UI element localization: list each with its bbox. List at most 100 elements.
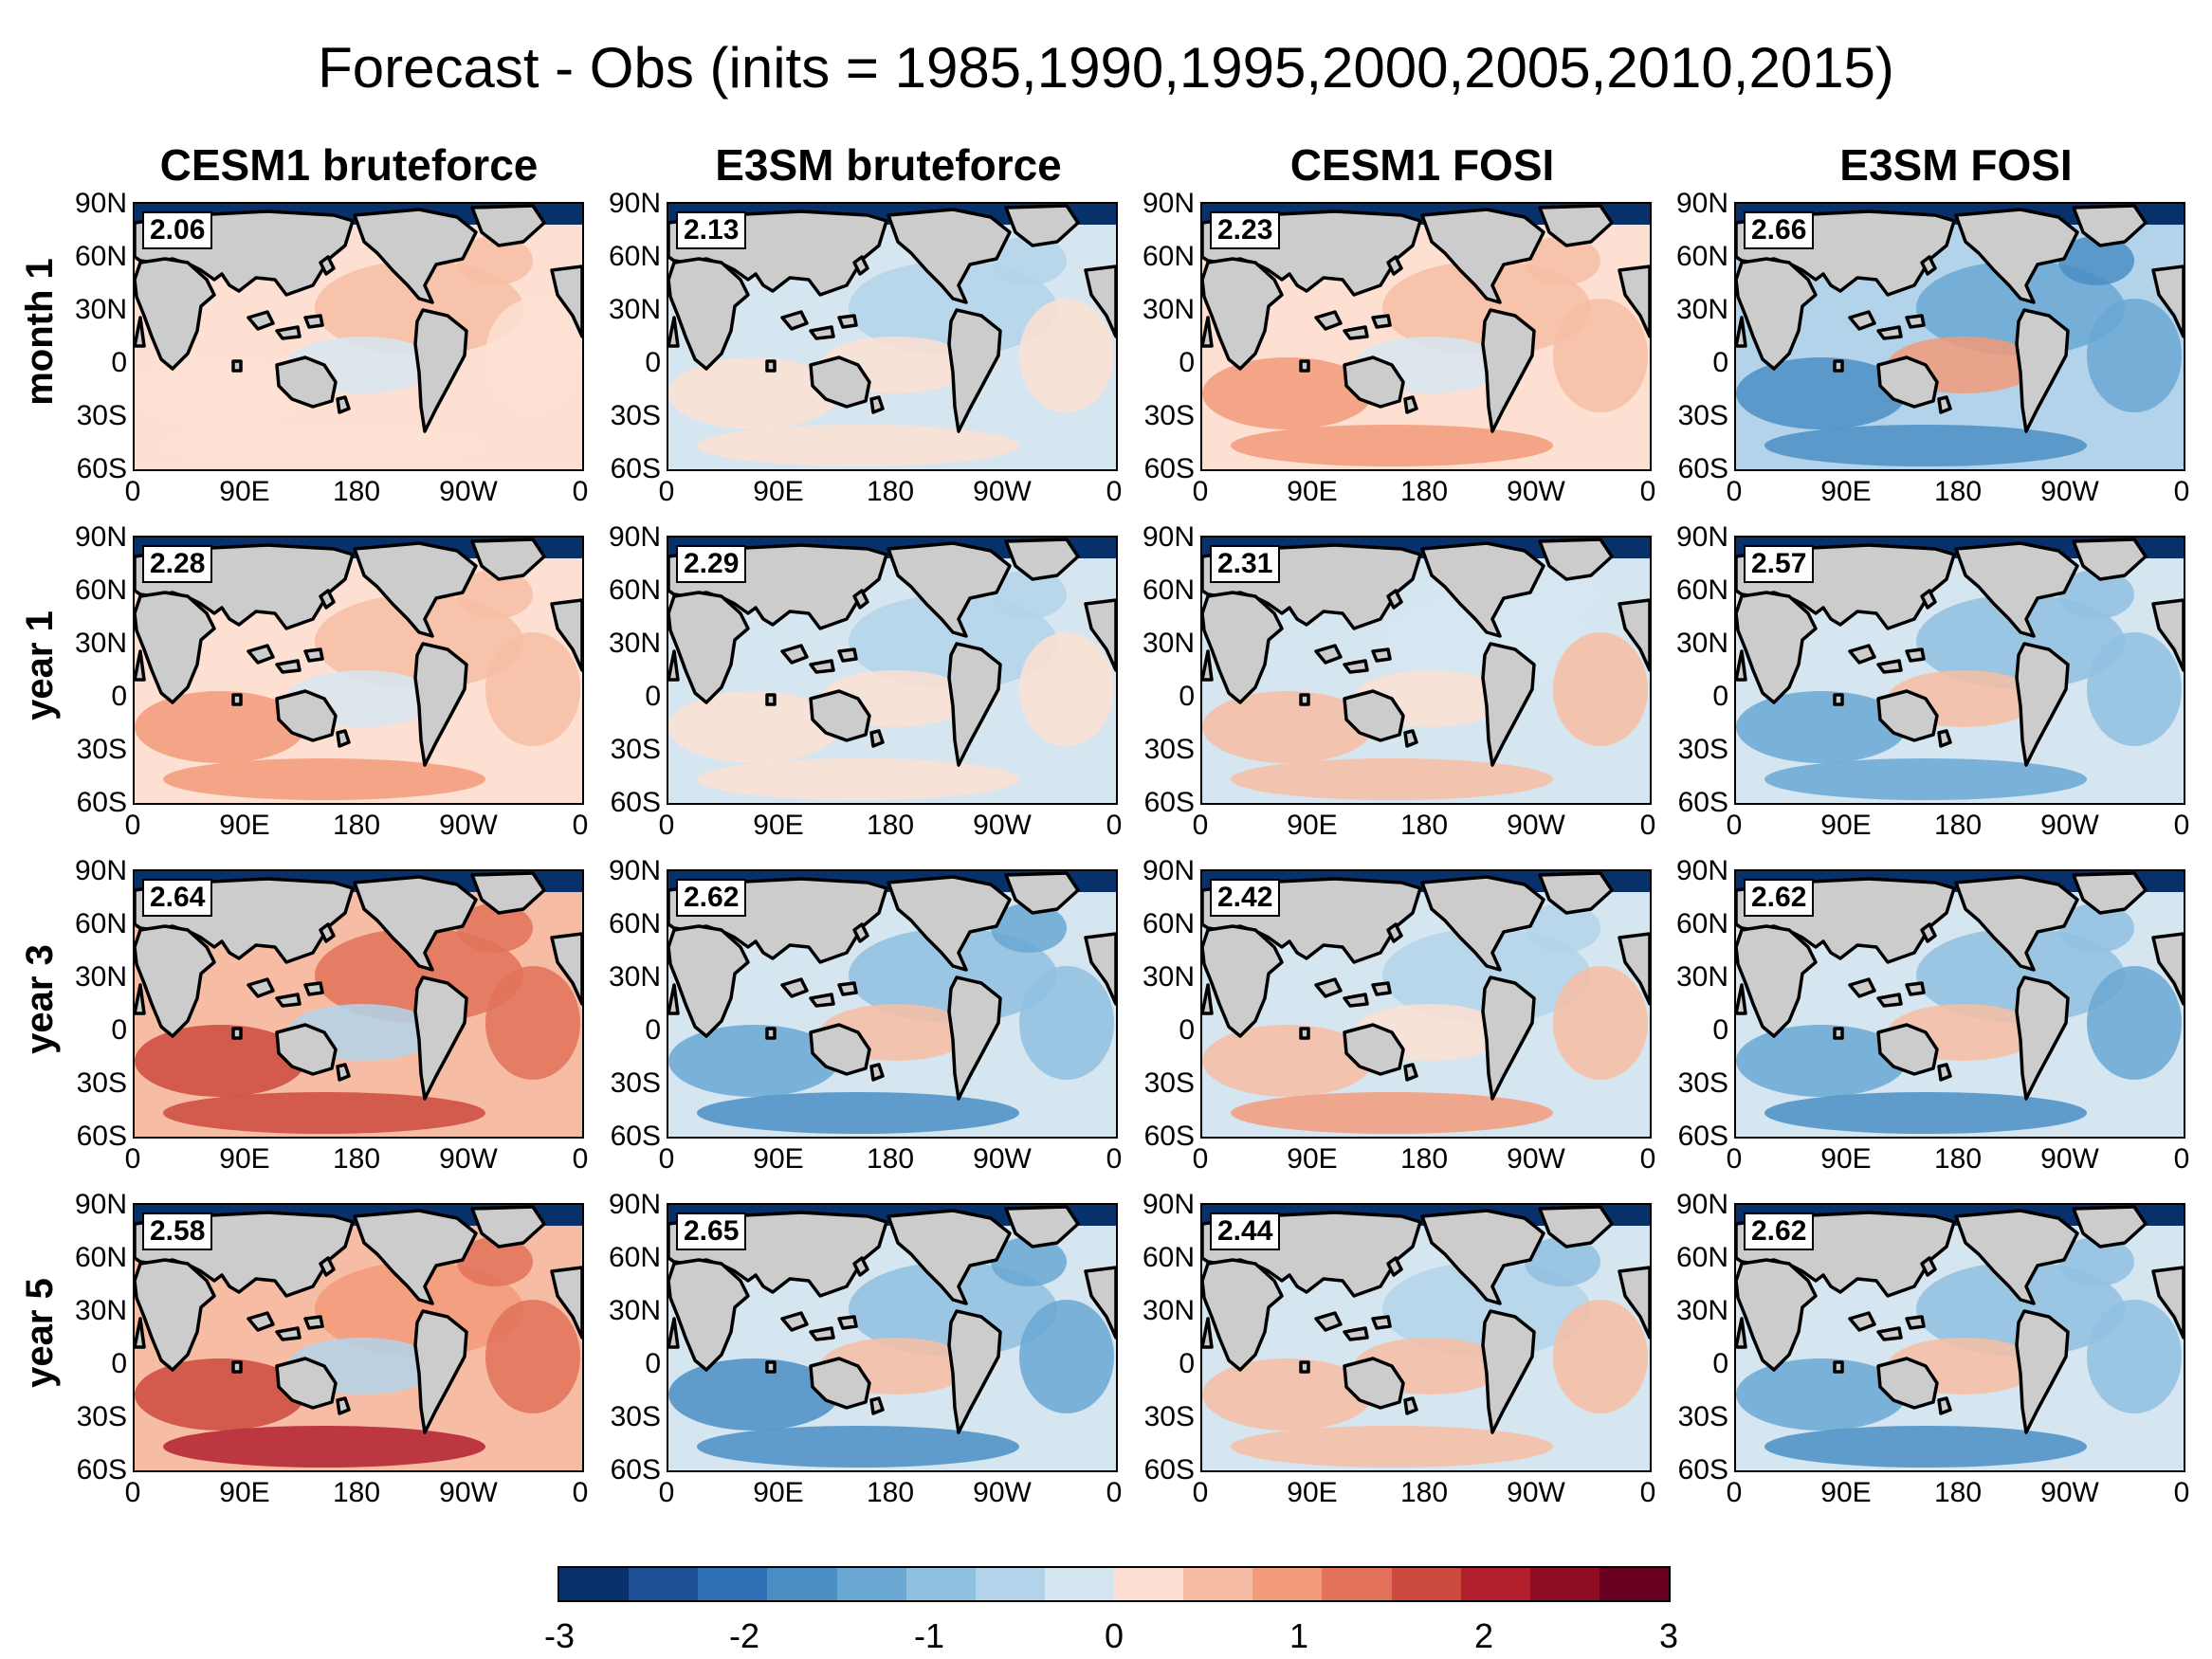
lon-tick-label: 90W <box>439 1143 498 1175</box>
lat-tick-label: 30N <box>608 1295 661 1326</box>
island <box>336 729 351 748</box>
island <box>809 993 835 1008</box>
anomaly-patch <box>1916 261 2125 356</box>
anomaly-patch <box>2058 903 2134 953</box>
lat-tick-label: 30S <box>1143 1401 1195 1432</box>
lat-tick-label: 60S <box>610 1454 661 1486</box>
island <box>1403 1063 1418 1082</box>
island <box>809 1326 835 1341</box>
land-mass <box>550 264 582 338</box>
land-mass <box>1481 308 1536 433</box>
anomaly-patch <box>2087 1300 2182 1413</box>
anomaly-patch <box>668 1025 839 1097</box>
lon-tick-label: 90W <box>439 810 498 841</box>
map-panel-r2-c2: 2.29 <box>667 536 1118 805</box>
anomaly-patch <box>1736 1358 1907 1431</box>
island <box>852 922 869 943</box>
colorbar-bin <box>559 1568 630 1600</box>
land-mass <box>668 1317 680 1349</box>
island <box>1371 1315 1392 1330</box>
lat-tick-label: 30N <box>1142 294 1195 325</box>
lon-tick-label: 0 <box>1639 1143 1656 1175</box>
land-mass <box>668 649 680 682</box>
rmse-value-badge: 2.62 <box>676 879 747 917</box>
island <box>1343 1326 1369 1341</box>
lon-tick-label: 0 <box>1639 810 1656 841</box>
lat-tick-label: 0 <box>111 681 127 712</box>
lon-tick-label: 180 <box>1399 810 1449 841</box>
colorbar-bin <box>1183 1568 1253 1600</box>
island <box>852 255 869 276</box>
island <box>275 325 302 340</box>
island <box>1833 693 1844 706</box>
land-mass <box>1420 541 1545 638</box>
lat-tick-label: 60S <box>1677 1121 1728 1152</box>
land-mass <box>1736 1258 1818 1372</box>
colorbar-bin <box>905 1568 976 1600</box>
lat-tick-label: 60N <box>74 1242 127 1273</box>
lon-tick-label: 0 <box>1639 1477 1656 1508</box>
anomaly-patch <box>315 261 523 356</box>
island <box>336 1396 351 1415</box>
lat-tick-label: 0 <box>645 681 661 712</box>
island <box>765 359 777 373</box>
lat-tick-label: 60N <box>1675 908 1728 939</box>
lat-tick-label: 30N <box>74 1295 127 1326</box>
lon-tick-label: 180 <box>332 810 381 841</box>
anomaly-patch <box>485 1300 580 1413</box>
island <box>1920 589 1937 610</box>
anomaly-patch <box>2087 299 2182 412</box>
anomaly-patch <box>1019 1300 1114 1413</box>
rmse-value-badge: 2.62 <box>1744 879 1815 917</box>
lat-tick-label: 60S <box>610 1121 661 1152</box>
lat-tick-label: 90N <box>1142 521 1195 553</box>
island <box>231 359 243 373</box>
lon-tick-label: 90E <box>219 1143 270 1175</box>
lon-tick-label: 180 <box>1399 1143 1449 1175</box>
land-mass <box>1084 598 1116 672</box>
anomaly-patch <box>849 928 1057 1023</box>
anomaly-patch <box>315 594 523 689</box>
island <box>275 1326 302 1341</box>
lon-tick-label: 0 <box>572 1143 589 1175</box>
colorbar-tick-label: 1 <box>1289 1616 1309 1655</box>
anomaly-patch <box>1231 425 1553 466</box>
map-panel-r1-c4: 2.66 <box>1734 202 2185 471</box>
lat-tick-label: 30N <box>1142 961 1195 993</box>
lon-tick-label: 180 <box>332 1143 381 1175</box>
rmse-value-badge: 2.44 <box>1210 1212 1281 1250</box>
land-mass <box>135 924 216 1038</box>
lon-tick-label: 180 <box>332 1477 381 1508</box>
lat-tick-label: 90N <box>1142 855 1195 886</box>
land-mass <box>1202 1317 1214 1349</box>
map-panel-r3-c2: 2.62 <box>667 869 1118 1139</box>
land-mass <box>2015 642 2070 767</box>
land-mass <box>1343 689 1405 742</box>
lon-tick-label: 0 <box>1639 476 1656 507</box>
anomaly-patch <box>849 1262 1057 1357</box>
land-mass <box>413 975 468 1101</box>
lat-tick-label: 30S <box>610 734 661 765</box>
land-mass <box>413 1309 468 1434</box>
island <box>275 659 302 674</box>
land-mass <box>550 932 582 1006</box>
lon-tick-label: 0 <box>124 476 141 507</box>
lon-tick-label: 90E <box>1820 476 1872 507</box>
lat-tick-label: 90N <box>1675 1189 1728 1220</box>
lat-tick-label: 0 <box>1179 347 1195 378</box>
lat-tick-label: 60N <box>1142 908 1195 939</box>
lon-tick-label: 90E <box>219 476 270 507</box>
lat-tick-label: 60S <box>610 453 661 484</box>
land-mass <box>809 356 871 409</box>
rmse-value-badge: 2.57 <box>1744 545 1815 583</box>
island <box>837 647 858 663</box>
rmse-value-badge: 2.29 <box>676 545 747 583</box>
island <box>303 647 324 663</box>
lon-tick-label: 0 <box>572 1477 589 1508</box>
lon-tick-label: 90W <box>439 1477 498 1508</box>
island <box>231 693 243 706</box>
lat-tick-label: 30S <box>76 1067 127 1099</box>
island <box>247 977 275 998</box>
land-mass <box>135 649 146 682</box>
lat-tick-label: 0 <box>1179 1014 1195 1046</box>
